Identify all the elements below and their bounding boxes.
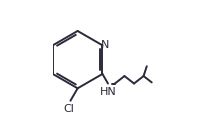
Text: N: N: [101, 39, 109, 49]
Text: Cl: Cl: [63, 103, 74, 113]
Text: HN: HN: [100, 86, 117, 96]
